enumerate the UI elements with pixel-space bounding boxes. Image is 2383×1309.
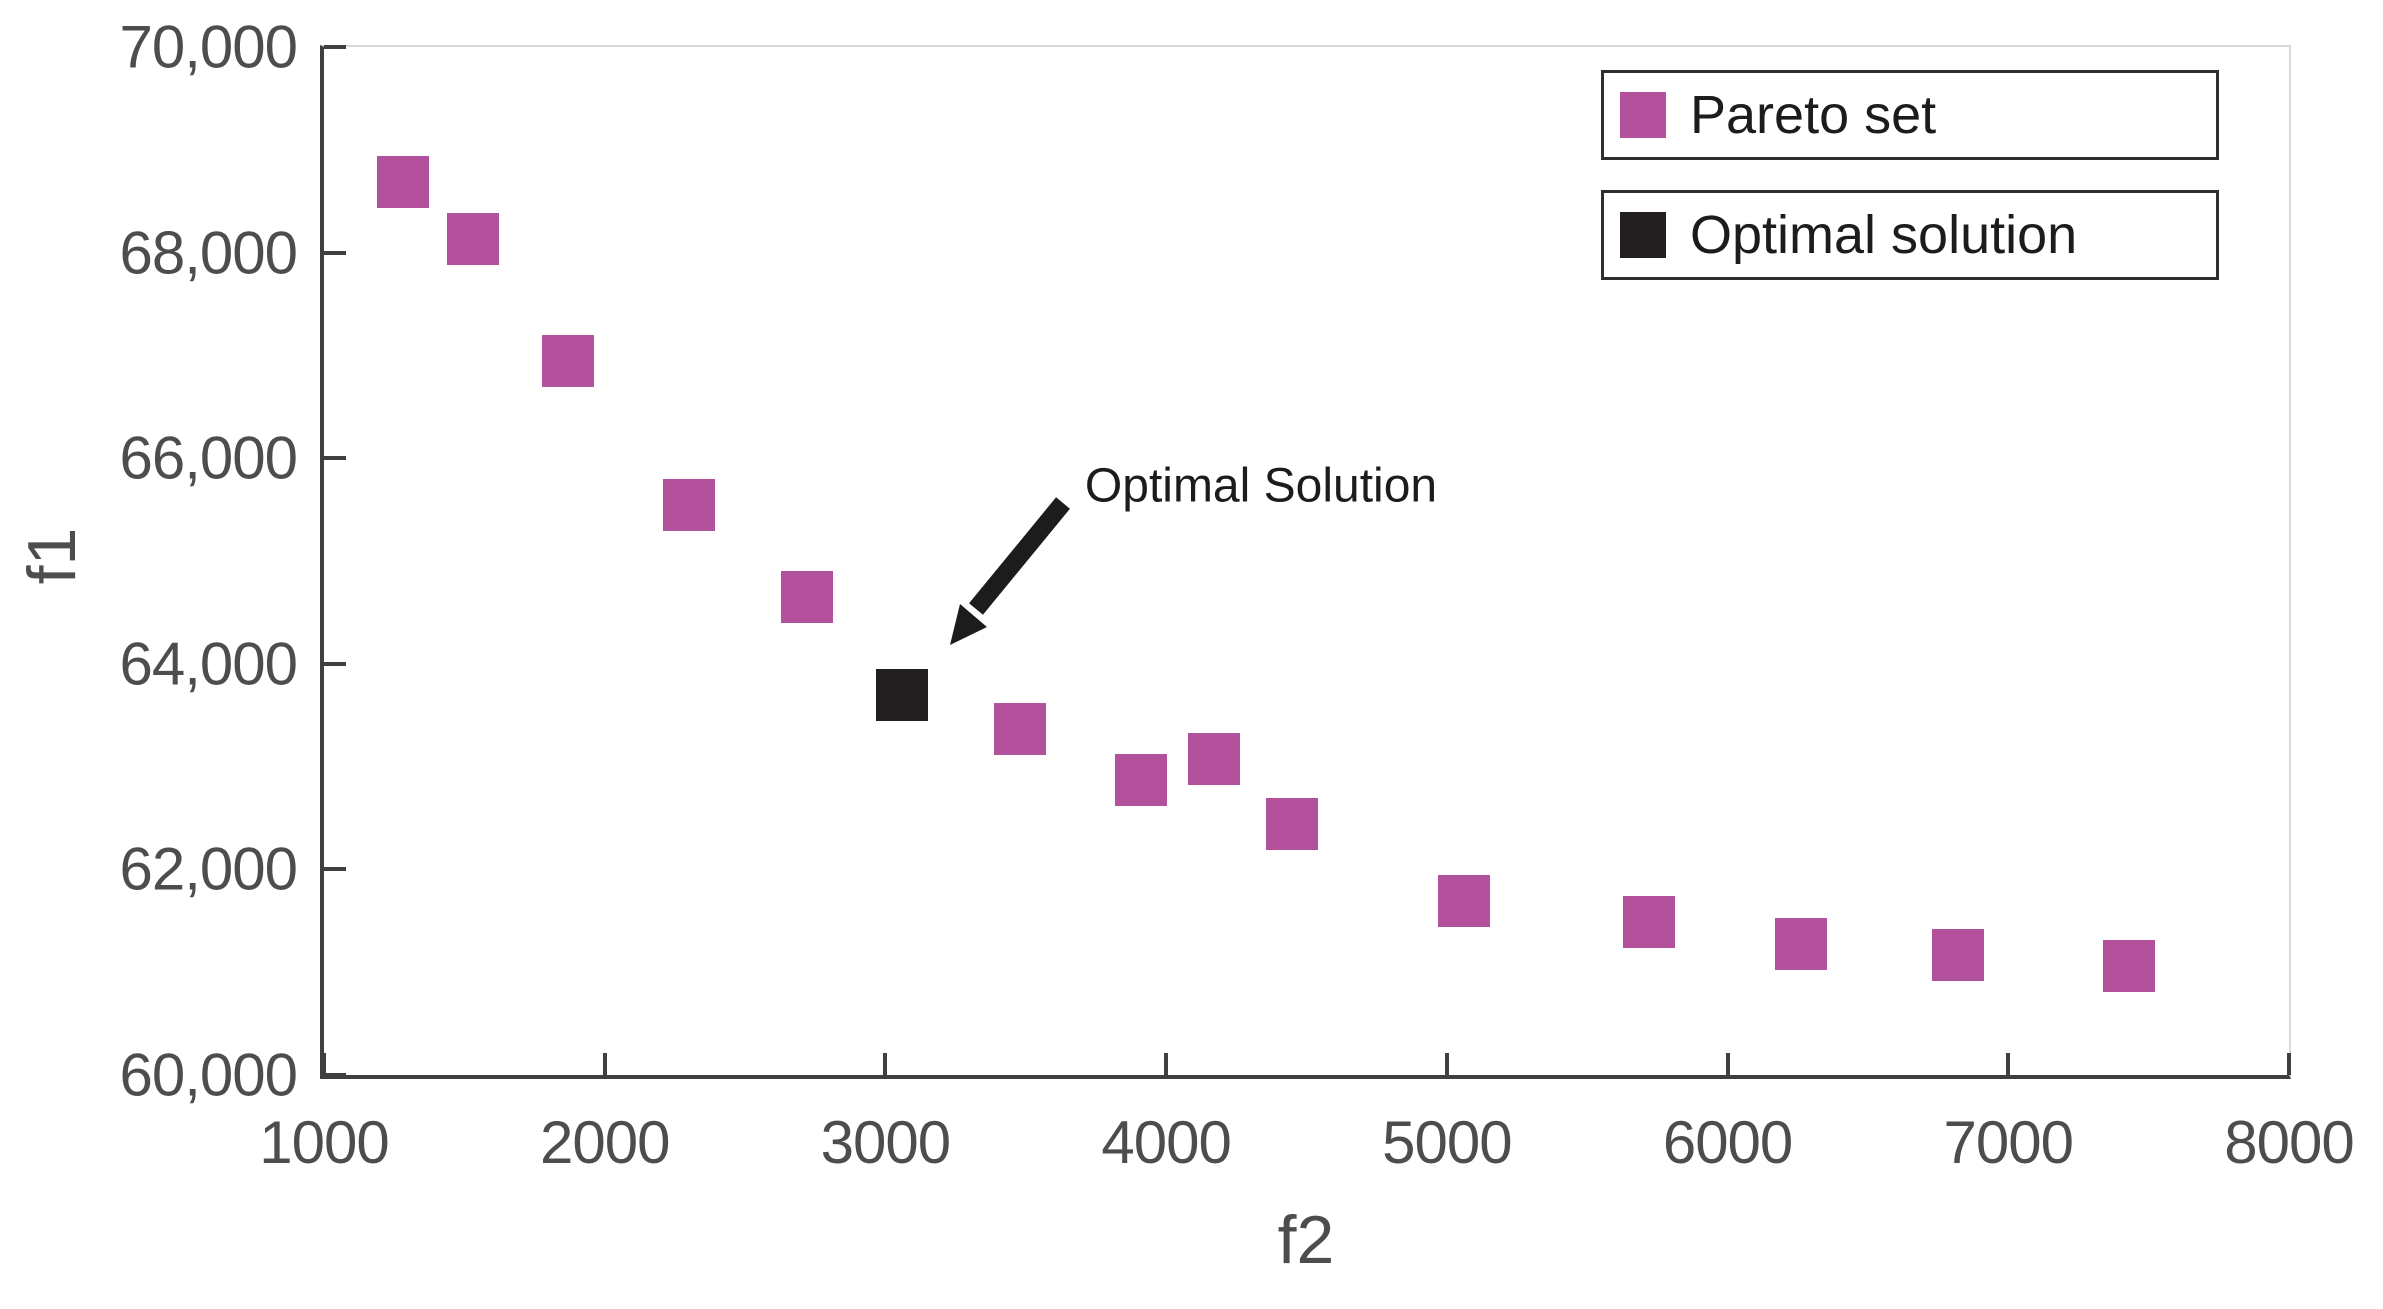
y-axis-label: f1: [14, 527, 90, 585]
x-axis-label: f2: [1277, 1202, 1335, 1278]
y-tick-label: 62,000: [119, 835, 298, 903]
x-tick-mark: [322, 1053, 326, 1075]
y-tick-mark: [324, 867, 346, 872]
annotation-arrow-icon: [950, 497, 1070, 645]
x-tick-mark: [602, 1053, 607, 1075]
x-tick-label: 2000: [539, 1109, 670, 1176]
pareto-point: [2102, 940, 2155, 993]
pareto-point: [1187, 733, 1240, 786]
legend-label-optimal: Optimal solution: [1690, 205, 2078, 265]
y-tick-mark: [324, 456, 346, 461]
x-tick-label: 1000: [259, 1109, 389, 1176]
x-tick-label: 4000: [1101, 1109, 1231, 1176]
optimal-swatch-icon: [1620, 212, 1666, 258]
pareto-point: [542, 334, 595, 387]
pareto-point: [1437, 875, 1490, 928]
y-tick-label: 70,000: [119, 13, 298, 81]
pareto-swatch-icon: [1620, 92, 1666, 138]
y-tick-mark: [324, 250, 346, 255]
x-tick-mark: [1444, 1053, 1449, 1075]
pareto-point: [1266, 798, 1319, 851]
x-tick-mark: [1164, 1053, 1169, 1075]
x-tick-mark: [2287, 1053, 2291, 1075]
y-tick-mark: [324, 661, 346, 666]
pareto-point: [1114, 753, 1167, 806]
x-tick-mark: [2006, 1053, 2011, 1075]
x-tick-mark: [1725, 1053, 1730, 1075]
pareto-point: [376, 155, 429, 208]
y-tick-label: 66,000: [119, 424, 298, 492]
legend-label-pareto: Pareto set: [1690, 85, 1937, 145]
x-tick-label: 7000: [1943, 1109, 2074, 1176]
y-tick-mark: [324, 1073, 346, 1077]
pareto-point: [780, 570, 833, 623]
y-tick-label: 60,000: [119, 1041, 298, 1109]
pareto-point: [662, 479, 715, 532]
pareto-point: [994, 702, 1047, 755]
optimal-point: [876, 668, 929, 721]
y-tick-mark: [324, 45, 346, 49]
x-tick-label: 5000: [1382, 1109, 1512, 1176]
pareto-point: [446, 213, 499, 266]
y-tick-label: 68,000: [119, 219, 298, 287]
x-tick-label: 8000: [2224, 1109, 2354, 1176]
pareto-point: [1622, 895, 1675, 948]
y-tick-label: 64,000: [119, 630, 298, 698]
legend-pareto-set: Pareto set: [1601, 70, 2219, 160]
pareto-point: [1931, 928, 1984, 981]
pareto-point: [1774, 918, 1827, 971]
x-tick-label: 6000: [1662, 1109, 1793, 1176]
annotation-optimal-solution: Optimal Solution: [1084, 459, 1438, 513]
legend-optimal-solution: Optimal solution: [1601, 190, 2219, 280]
x-tick-label: 3000: [820, 1109, 951, 1176]
x-tick-mark: [883, 1053, 888, 1075]
